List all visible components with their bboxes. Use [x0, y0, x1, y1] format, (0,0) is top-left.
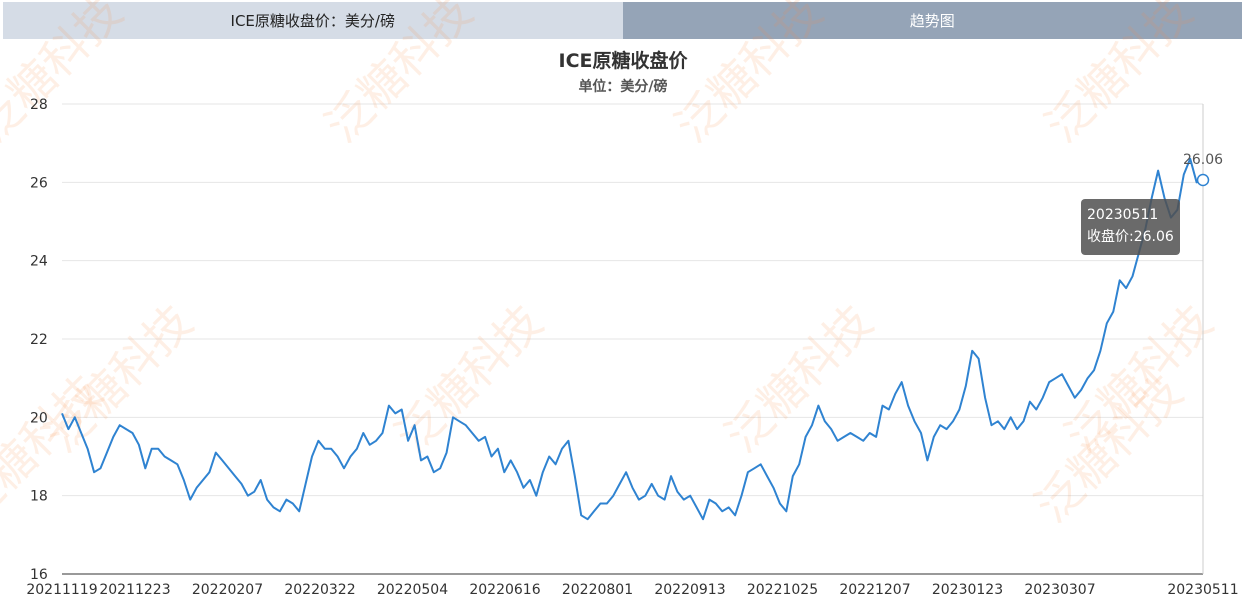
x-tick-label: 20221207: [839, 582, 910, 598]
x-tick-label: 20230511: [1167, 582, 1238, 598]
tab-bar: ICE原糖收盘价：美分/磅 趋势图: [3, 2, 1242, 39]
y-tick-label: 18: [30, 489, 48, 505]
x-tick-label: 20230307: [1024, 582, 1095, 598]
chart-subtitle: 单位：美分/磅: [578, 79, 668, 95]
x-tick-label: 20220322: [284, 582, 355, 598]
watermark-text: 泛糖科技: [0, 365, 113, 533]
tooltip-date: 20230511: [1087, 207, 1159, 223]
x-tick-label: 20220504: [377, 582, 448, 598]
price-series-line: [61, 157, 1204, 521]
y-tick-label: 26: [30, 175, 48, 191]
x-tick-label: 20221025: [747, 582, 818, 598]
axes: 16 18 20 22 24 26 28 20211119 20211223 20220207 20…: [26, 97, 1238, 598]
y-tick-label: 20: [30, 410, 48, 426]
watermark-text: 泛糖科技: [1035, 0, 1203, 153]
chart-title: ICE原糖收盘价: [558, 50, 688, 72]
tab-trend-chart[interactable]: 趋势图: [622, 2, 1242, 39]
x-tick-label: 20211119: [26, 582, 97, 598]
x-tick-label: 20220913: [654, 582, 725, 598]
data-tooltip: 20230511 收盘价:26.06: [1081, 199, 1180, 255]
y-tick-label: 24: [30, 254, 48, 270]
grid-lines: [62, 103, 1203, 497]
last-point-marker: [1196, 173, 1210, 187]
tab-closing-price[interactable]: ICE原糖收盘价：美分/磅: [3, 2, 623, 39]
y-tick-label: 28: [30, 97, 48, 113]
watermark-text: 泛糖科技: [665, 0, 833, 153]
y-tick-label: 22: [30, 332, 48, 348]
watermark-text: 泛糖科技: [0, 0, 133, 153]
y-tick-label: 16: [30, 567, 48, 583]
x-tick-label: 20230123: [932, 582, 1003, 598]
x-tick-label: 20211223: [99, 582, 170, 598]
last-point-label: 26.06: [1183, 152, 1223, 168]
x-tick-label: 20220207: [192, 582, 263, 598]
x-tick-label: 20220801: [562, 582, 633, 598]
watermark-text: 泛糖科技: [315, 0, 483, 153]
tooltip-value: 收盘价:26.06: [1087, 229, 1174, 245]
x-tick-label: 20220616: [469, 582, 540, 598]
series-layer: 26.06: [61, 152, 1223, 521]
